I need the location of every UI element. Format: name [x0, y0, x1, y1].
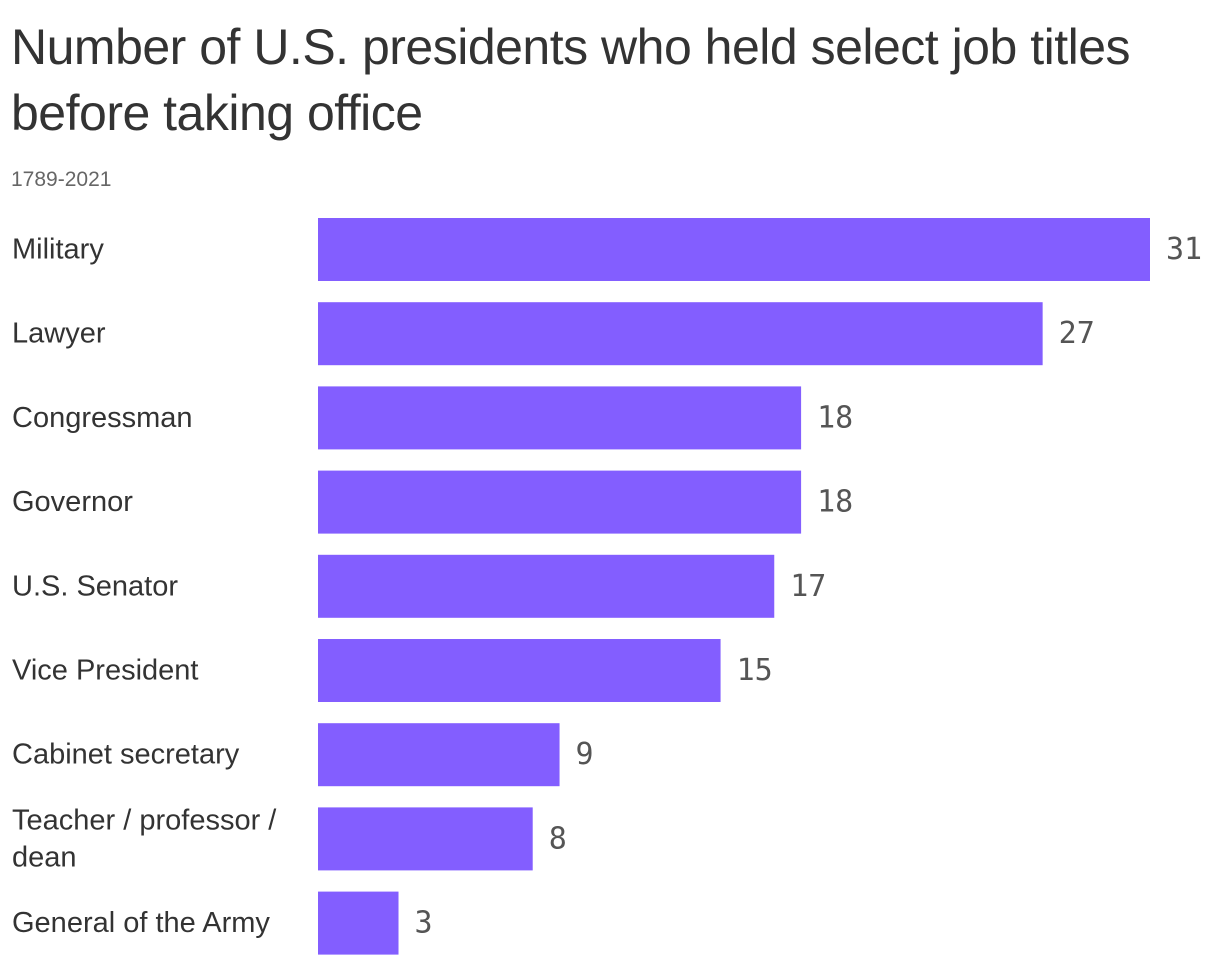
bar: [318, 218, 1150, 281]
category-label: U.S. Senator: [12, 570, 178, 602]
bar: [318, 470, 802, 534]
bar: [318, 891, 399, 955]
category-label: Lawyer: [12, 318, 106, 350]
value-label: 15: [737, 653, 773, 688]
category-label: Military: [12, 234, 104, 266]
category-label: Governor: [12, 486, 133, 518]
chart-subtitle: 1789-2021: [11, 168, 112, 191]
value-label: 17: [790, 569, 826, 604]
category-label: Congressman: [12, 402, 193, 434]
bar: [318, 807, 533, 871]
bar: [318, 386, 802, 450]
category-label-line: Vice President: [12, 655, 198, 687]
category-label-line: dean: [12, 841, 77, 873]
bar: [318, 639, 721, 702]
category-label-line: Teacher / professor /: [12, 804, 277, 836]
category-label: General of the Army: [12, 907, 270, 939]
category-label-line: Military: [12, 234, 104, 266]
category-label-line: Lawyer: [12, 318, 106, 350]
category-label: Cabinet secretary: [12, 739, 240, 771]
category-label: Teacher / professor / dean: [12, 804, 277, 873]
value-label: 18: [817, 485, 853, 520]
value-label: 9: [576, 737, 594, 772]
value-label: 18: [817, 400, 853, 435]
chart-title: Number of U.S. presidents who held selec…: [11, 19, 1131, 141]
category-label-line: U.S. Senator: [12, 570, 178, 602]
category-label-line: General of the Army: [12, 907, 270, 939]
category-label: Vice President: [12, 655, 198, 687]
bar: [318, 302, 1043, 366]
value-label: 3: [415, 906, 433, 941]
category-label-line: Congressman: [12, 402, 193, 434]
value-label: 8: [549, 821, 567, 856]
value-label: 27: [1059, 316, 1095, 351]
bar: [318, 723, 560, 787]
category-label-line: Cabinet secretary: [12, 739, 240, 771]
category-label-line: Governor: [12, 486, 133, 518]
value-label: 31: [1166, 232, 1202, 267]
bar: [318, 554, 775, 618]
